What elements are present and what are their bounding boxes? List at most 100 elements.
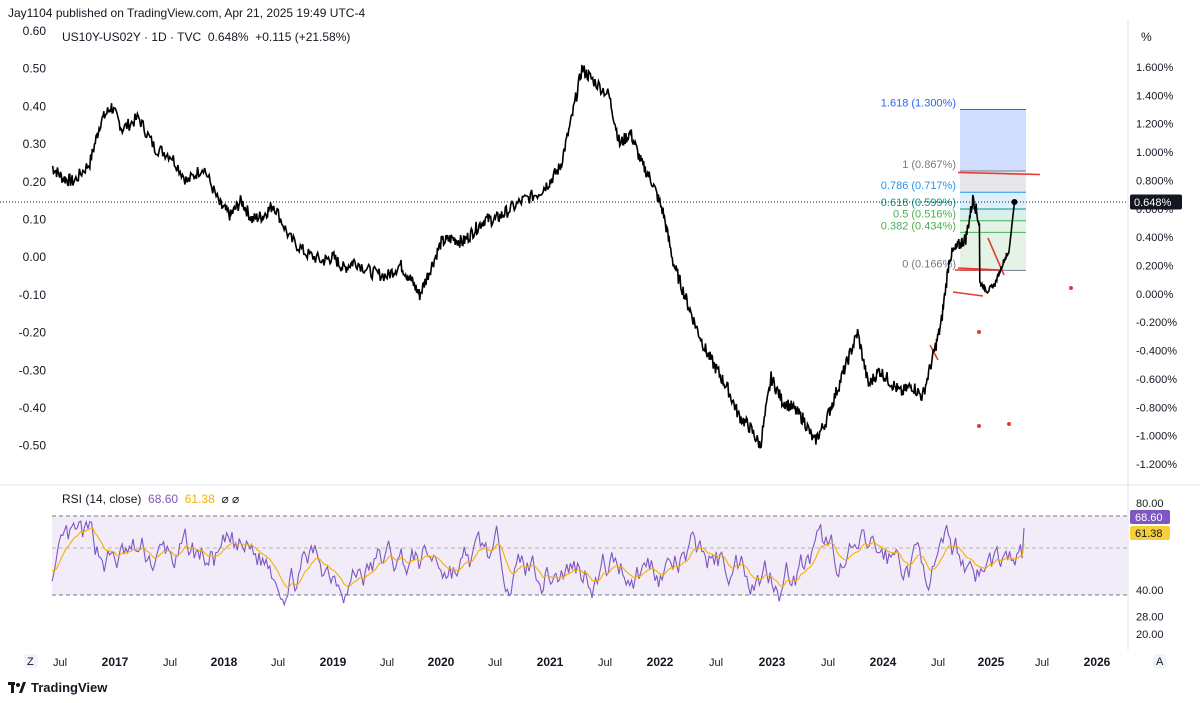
time-axis-tick: Jul — [488, 657, 502, 669]
fib-zone — [960, 170, 1026, 193]
fib-zone — [960, 220, 1026, 233]
red-dot-marker — [977, 330, 981, 334]
time-axis-tick: 2025 — [978, 655, 1005, 669]
price-series-line[interactable] — [51, 64, 1016, 450]
red-dot-marker — [1069, 286, 1073, 290]
fib-zone — [960, 208, 1026, 221]
rsi-ma-badge-text: 61.38 — [1135, 528, 1163, 540]
publisher-text: Jay1104 published on TradingView.com, Ap… — [8, 6, 366, 20]
rsi-band — [52, 516, 1128, 595]
left-axis-tick: -0.50 — [19, 439, 47, 453]
time-axis-tick: Jul — [380, 657, 394, 669]
time-axis-tick: 2020 — [428, 655, 455, 669]
left-axis-tick: 0.10 — [23, 213, 47, 227]
rsi-axis-tick: 40.00 — [1136, 585, 1164, 597]
time-axis-tick: 2021 — [537, 655, 564, 669]
time-axis-tick: Jul — [1035, 657, 1049, 669]
left-axis-tick: -0.20 — [19, 326, 47, 340]
fib-level-label: 0 (0.166%) — [902, 258, 956, 270]
left-axis-tick: -0.10 — [19, 288, 47, 302]
fib-level-label: 0.786 (0.717%) — [881, 180, 956, 192]
tradingview-brand: TradingView — [31, 680, 108, 695]
time-axis-tick: 2017 — [102, 655, 129, 669]
right-axis-tick: -1.200% — [1136, 459, 1177, 471]
time-axis-tick: Jul — [271, 657, 285, 669]
rsi-axis[interactable]: 80.00 40.00 28.00 20.00 — [1136, 498, 1164, 641]
rsi-value-badge-text: 68.60 — [1135, 512, 1163, 524]
time-axis-tick: 2022 — [647, 655, 674, 669]
right-axis-tick: 1.400% — [1136, 90, 1174, 102]
trend-line-segment — [929, 344, 939, 361]
last-price: 0.648% — [207, 30, 249, 44]
trend-line-segment — [957, 171, 1041, 176]
left-axis-tick: -0.40 — [19, 401, 47, 415]
price-change: +0.115 (+21.58%) — [255, 30, 351, 44]
time-axis-tick: 2018 — [211, 655, 238, 669]
right-axis-tick: 0.200% — [1136, 261, 1174, 273]
left-axis-tick: -0.30 — [19, 363, 47, 377]
red-markers — [977, 286, 1073, 428]
fib-level-label: 0.5 (0.516%) — [893, 209, 956, 221]
right-axis-tick: 0.000% — [1136, 289, 1174, 301]
right-axis-tick: 0.400% — [1136, 232, 1174, 244]
z-button[interactable] — [24, 654, 38, 668]
red-dot-marker — [1007, 422, 1011, 426]
time-axis-tick: Jul — [709, 657, 723, 669]
fib-extension-drawing[interactable]: 1.618 (1.300%) 1 (0.867%) 0.786 (0.717%) 0.… — [881, 98, 1026, 271]
symbol-label[interactable]: US10Y-US02Y · 1D · TVC — [62, 30, 202, 44]
rsi-settings-icons[interactable]: ⌀ ⌀ — [221, 492, 240, 506]
right-axis-tick: 1.200% — [1136, 119, 1174, 131]
time-axis-tick: 2023 — [759, 655, 786, 669]
time-axis-tick: Jul — [598, 657, 612, 669]
rsi-ma-line[interactable] — [51, 527, 1025, 589]
fib-level-label: 0.618 (0.599%) — [881, 197, 956, 209]
tradingview-logo[interactable]: TradingView — [8, 680, 107, 695]
rsi-ma-value: 61.38 — [184, 492, 215, 506]
auto-scale-button[interactable] — [1153, 654, 1167, 668]
rsi-ma-badge — [1130, 526, 1170, 540]
right-axis-tick: -0.200% — [1136, 317, 1177, 329]
z-button-label: Z — [27, 656, 34, 668]
symbol-header: US10Y-US02Y · 1D · TVC 0.648% +0.115 (+2… — [62, 30, 350, 44]
rsi-line[interactable] — [51, 519, 1025, 607]
right-axis-tick: -0.400% — [1136, 346, 1177, 358]
left-axis-tick: 0.60 — [23, 24, 47, 38]
left-axis-tick: 0.00 — [23, 250, 47, 264]
right-axis-tick: -1.000% — [1136, 431, 1177, 443]
time-axis-tick: Jul — [53, 657, 67, 669]
current-price-badge-text: 0.648% — [1134, 197, 1172, 209]
red-dot-marker — [977, 424, 981, 428]
rsi-title[interactable]: RSI (14, close) — [62, 492, 142, 506]
rsi-axis-tick: 80.00 — [1136, 498, 1164, 510]
time-axis-tick: Jul — [163, 657, 177, 669]
time-axis-tick: Jul — [821, 657, 835, 669]
current-price-badge — [1130, 194, 1182, 210]
rsi-axis-tick: 20.00 — [1136, 629, 1164, 641]
right-axis-tick: 1.000% — [1136, 147, 1174, 159]
fib-level-label: 1.618 (1.300%) — [881, 98, 956, 110]
auto-scale-button-label: A — [1156, 656, 1164, 668]
left-axis-tick: 0.50 — [23, 62, 47, 76]
time-axis-tick: 2024 — [870, 655, 897, 669]
time-axis-tick: Jul — [931, 657, 945, 669]
left-axis-tick: 0.20 — [23, 175, 47, 189]
current-price-dot — [1011, 198, 1018, 205]
right-price-axis[interactable]: 1.600%1.400%1.200%1.000%0.800%0.600%0.40… — [1136, 62, 1177, 471]
right-axis-tick: 1.600% — [1136, 62, 1174, 74]
left-axis-tick: 0.40 — [23, 99, 47, 113]
unit-label: % — [1141, 30, 1152, 44]
fib-level-label: 1 (0.867%) — [902, 159, 956, 171]
trend-line-segment — [952, 291, 984, 297]
tradingview-logo-icon — [8, 681, 26, 693]
right-axis-tick: 0.800% — [1136, 175, 1174, 187]
rsi-value: 68.60 — [148, 492, 179, 506]
time-axis[interactable]: Jul 2017 Jul 2018 Jul 2019 Jul 2020 Jul 2021 Jul 20… — [53, 655, 1111, 669]
fib-zone — [960, 109, 1026, 171]
left-price-axis[interactable]: 0.60 0.50 0.40 0.30 0.20 0.10 0.00 -0.10 -0.20 -0… — [19, 24, 47, 453]
rsi-axis-tick: 28.00 — [1136, 611, 1164, 623]
time-axis-tick: 2026 — [1084, 655, 1111, 669]
right-axis-tick: -0.800% — [1136, 402, 1177, 414]
rsi-header: RSI (14, close) 68.60 61.38 ⌀ ⌀ — [62, 492, 239, 506]
right-axis-tick: -0.600% — [1136, 374, 1177, 386]
